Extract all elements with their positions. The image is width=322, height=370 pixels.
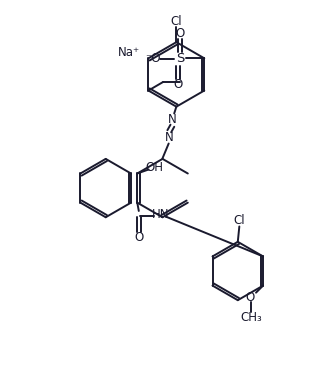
Text: OH: OH: [146, 161, 164, 174]
Text: HN: HN: [152, 208, 169, 221]
Text: O: O: [176, 27, 185, 40]
Text: O: O: [134, 232, 143, 245]
Text: Cl: Cl: [171, 15, 182, 28]
Text: S: S: [176, 53, 185, 65]
Text: O: O: [173, 78, 183, 91]
Text: CH₃: CH₃: [241, 311, 262, 324]
Text: N: N: [168, 113, 177, 126]
Text: O: O: [246, 292, 255, 305]
Text: N: N: [165, 131, 173, 144]
Text: Cl: Cl: [233, 214, 245, 227]
Text: ⁻O: ⁻O: [146, 53, 161, 65]
Text: Na⁺: Na⁺: [118, 46, 140, 59]
